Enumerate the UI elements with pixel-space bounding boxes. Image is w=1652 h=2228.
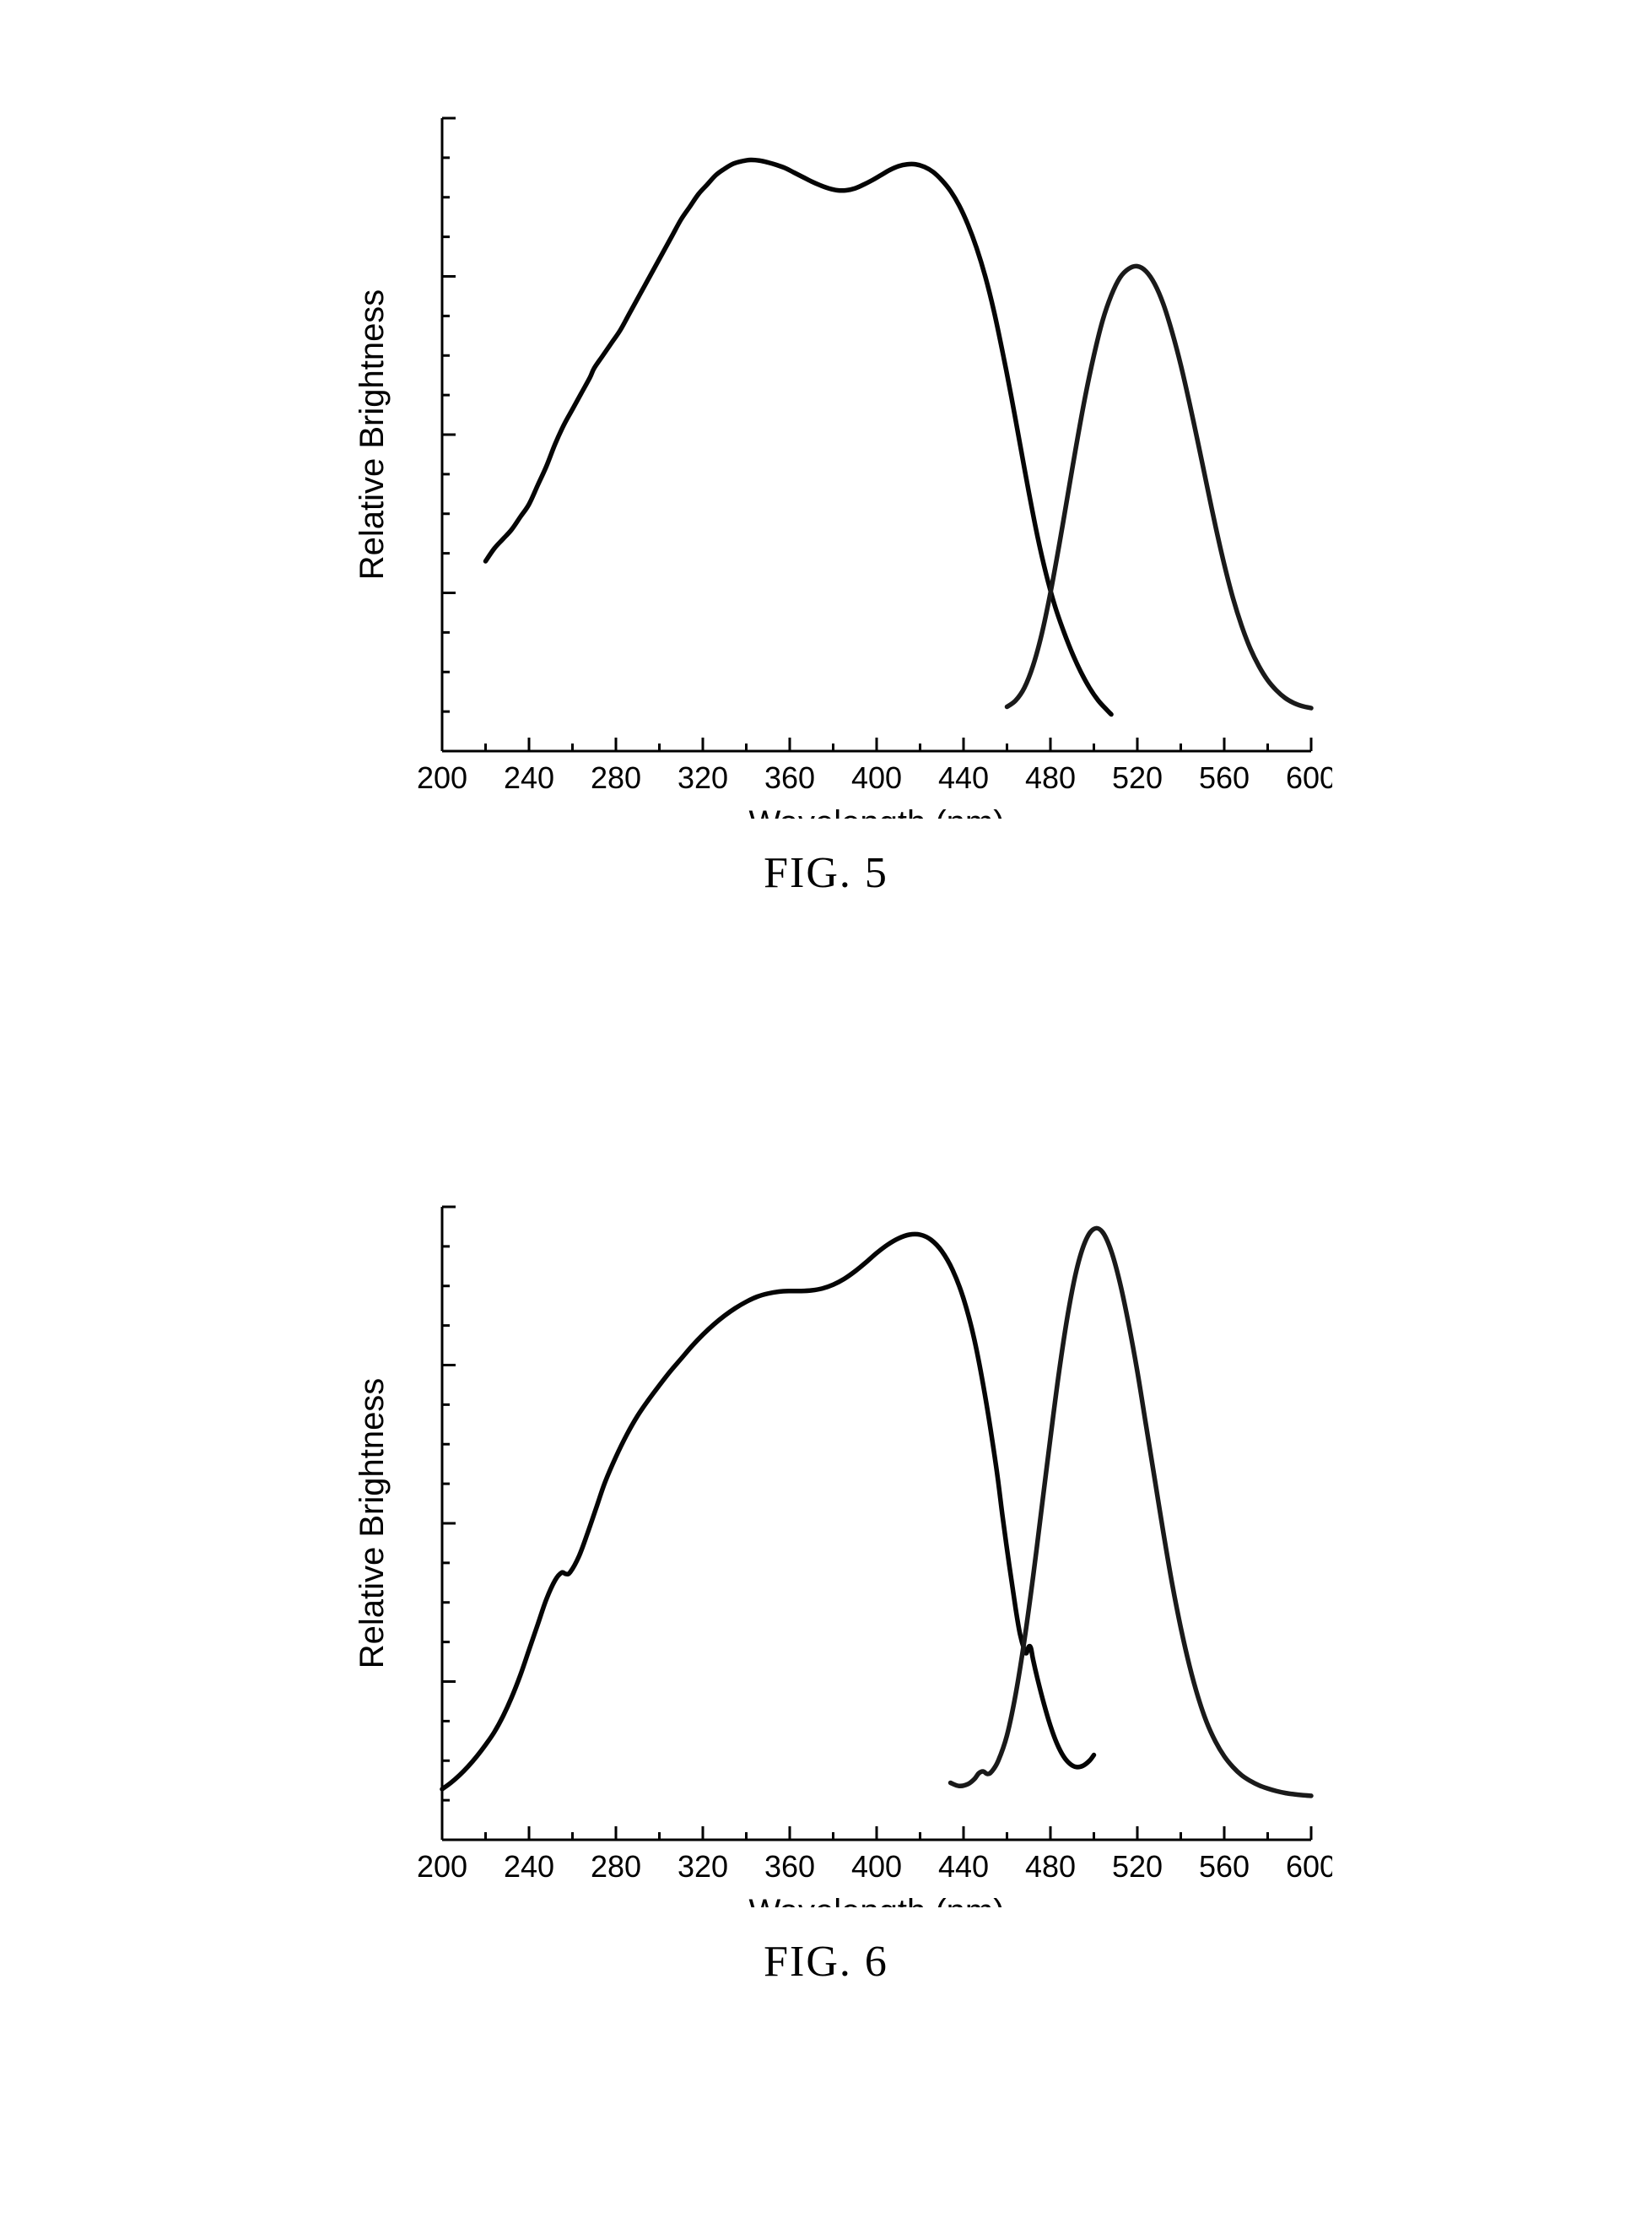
svg-text:400: 400 bbox=[851, 760, 902, 795]
svg-text:280: 280 bbox=[591, 760, 641, 795]
page: 200 240 280 320 360 400 440 480 520 560 600 Wavelen… bbox=[0, 0, 1652, 2228]
svg-text:440: 440 bbox=[938, 1849, 989, 1884]
svg-text:200: 200 bbox=[417, 1849, 467, 1884]
svg-text:200: 200 bbox=[417, 760, 467, 795]
caption-fig6: FIG. 6 bbox=[320, 1937, 1332, 1987]
svg-text:560: 560 bbox=[1199, 760, 1250, 795]
figure-5: 200 240 280 320 360 400 440 480 520 560 600 Wavelen… bbox=[320, 84, 1332, 898]
caption-fig5: FIG. 5 bbox=[320, 848, 1332, 898]
svg-text:520: 520 bbox=[1112, 1849, 1163, 1884]
svg-text:320: 320 bbox=[678, 1849, 728, 1884]
svg-text:440: 440 bbox=[938, 760, 989, 795]
svg-text:240: 240 bbox=[504, 1849, 554, 1884]
svg-text:520: 520 bbox=[1112, 760, 1163, 795]
svg-text:Relative Brightness: Relative Brightness bbox=[354, 289, 391, 581]
chart-fig6: 200 240 280 320 360 400 440 480 520 560 600 Wavelen… bbox=[320, 1173, 1332, 1907]
svg-text:Relative Brightness: Relative Brightness bbox=[354, 1378, 391, 1669]
svg-text:240: 240 bbox=[504, 760, 554, 795]
chart-fig5: 200 240 280 320 360 400 440 480 520 560 600 Wavelen… bbox=[320, 84, 1332, 819]
figure-6: 200 240 280 320 360 400 440 480 520 560 600 Wavelen… bbox=[320, 1173, 1332, 1987]
svg-text:360: 360 bbox=[764, 760, 815, 795]
svg-text:480: 480 bbox=[1025, 1849, 1076, 1884]
svg-text:Wavelength (nm): Wavelength (nm) bbox=[748, 804, 1004, 819]
svg-text:560: 560 bbox=[1199, 1849, 1250, 1884]
svg-text:280: 280 bbox=[591, 1849, 641, 1884]
svg-text:600: 600 bbox=[1286, 760, 1332, 795]
svg-text:320: 320 bbox=[678, 760, 728, 795]
svg-text:360: 360 bbox=[764, 1849, 815, 1884]
svg-text:600: 600 bbox=[1286, 1849, 1332, 1884]
svg-text:480: 480 bbox=[1025, 760, 1076, 795]
svg-text:Wavelength (nm): Wavelength (nm) bbox=[748, 1893, 1004, 1907]
svg-text:400: 400 bbox=[851, 1849, 902, 1884]
